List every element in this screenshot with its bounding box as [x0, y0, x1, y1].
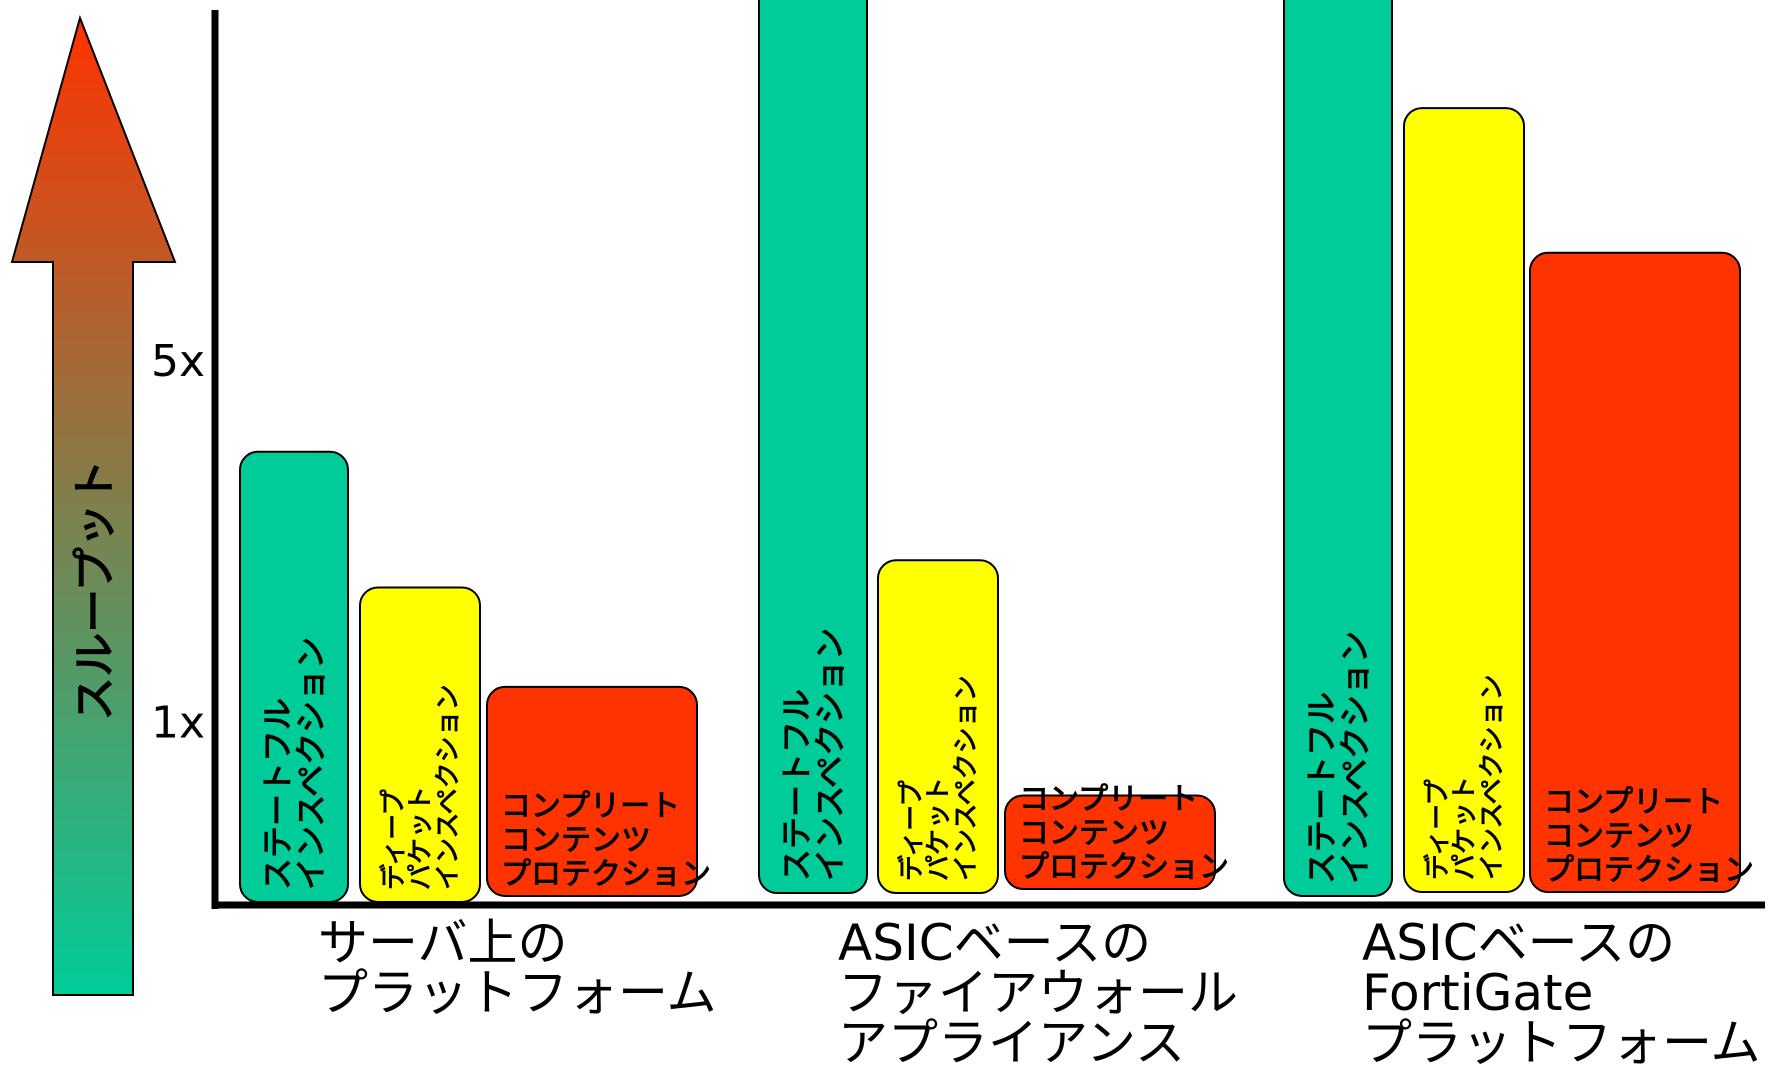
bar-label: ステートフル	[777, 689, 815, 881]
bar-label: コンテンツ	[1544, 819, 1694, 854]
y-tick-label: 5x	[151, 336, 205, 387]
y-axis-title: スループット	[70, 459, 121, 720]
bar-label: プロテクション	[1544, 853, 1754, 888]
bar-label: ディープ	[896, 779, 927, 881]
category-label: プラットフォーム	[1362, 1014, 1761, 1072]
bar-label: インスペクション	[292, 637, 330, 890]
bar	[1283, 0, 1393, 897]
bar-label: プロテクション	[501, 857, 711, 892]
bar-label: プロテクション	[1019, 850, 1229, 885]
category-label: サーバ上の	[318, 914, 568, 972]
bar-label: パケット	[406, 786, 436, 890]
bar-label: パケット	[924, 777, 954, 881]
bar-label: インスペクション	[951, 675, 981, 881]
bar	[359, 586, 481, 903]
bar-label: ステートフル	[1302, 692, 1340, 884]
category-label: FortiGate	[1362, 964, 1593, 1022]
bar-label: コンテンツ	[1019, 816, 1169, 851]
category-label: プラットフォーム	[318, 964, 717, 1022]
bar-label: コンプリート	[1019, 782, 1198, 817]
bar-label: コンテンツ	[501, 823, 651, 858]
bar	[1403, 107, 1525, 894]
category-label: ASICベースの	[1362, 914, 1675, 972]
bar	[239, 450, 349, 903]
bar	[1529, 251, 1741, 894]
category-label: アプライアンス	[838, 1014, 1185, 1072]
y-ticks: 1x5x10x	[151, 336, 205, 749]
bar-label: インスペクション	[811, 628, 849, 881]
bar-label: ステートフル	[258, 698, 296, 890]
bar-label: コンプリート	[1544, 785, 1723, 820]
bar	[1004, 794, 1216, 891]
bar	[486, 685, 698, 898]
category-label: ASICベースの	[838, 914, 1151, 972]
bar-label: インスペクション	[433, 684, 463, 890]
bar-label: インスペクション	[1477, 674, 1507, 880]
bar	[758, 0, 868, 894]
category-label: ファイアウォール	[838, 964, 1238, 1022]
bar-label: ディープ	[1422, 778, 1453, 880]
axes	[211, 10, 1765, 909]
bar-label: インスペクション	[1336, 631, 1374, 884]
bar-label: パケット	[1450, 776, 1480, 880]
throughput-arrow: スループット	[10, 14, 177, 996]
y-tick-label: 1x	[151, 698, 205, 749]
arrow-shape	[10, 14, 177, 996]
bar	[877, 559, 999, 894]
bar-label: コンプリート	[501, 789, 680, 824]
bar-label: ディープ	[378, 788, 409, 890]
category-labels: サーバ上のプラットフォームASICベースのファイアウォールアプライアンスASIC…	[318, 914, 1761, 1072]
